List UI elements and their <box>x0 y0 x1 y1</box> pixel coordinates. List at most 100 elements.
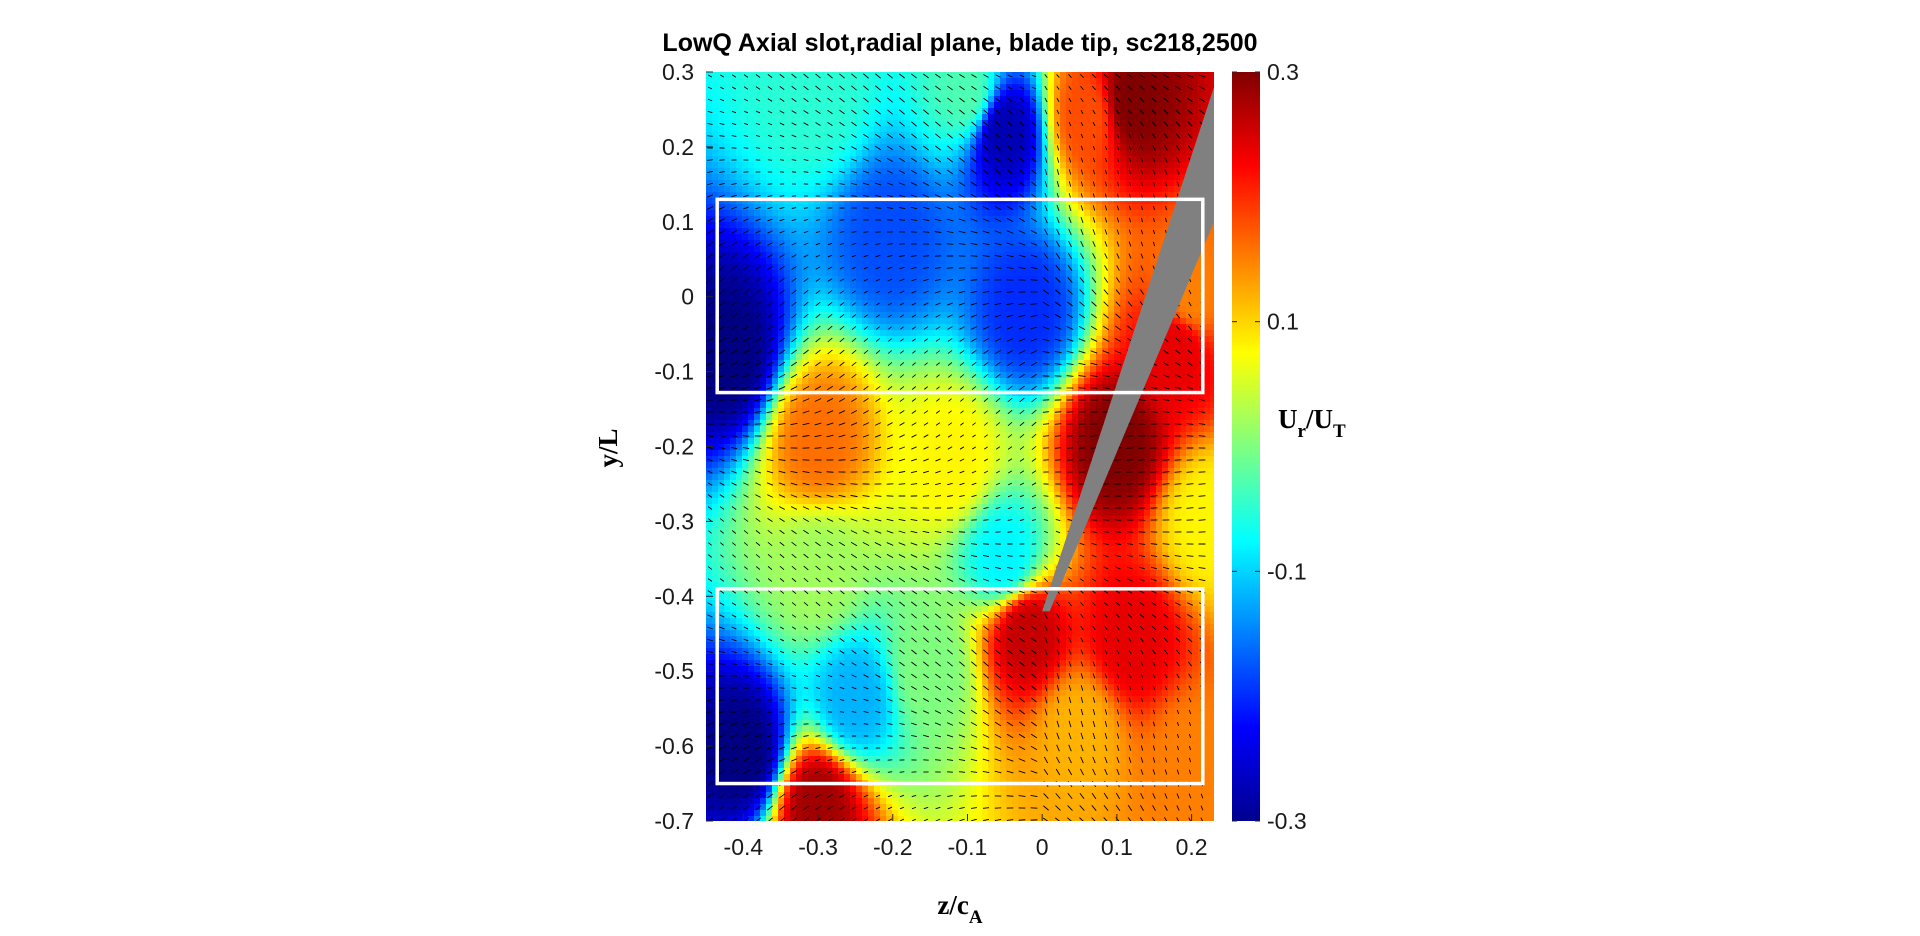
field-cell <box>826 90 833 97</box>
field-cell <box>952 258 959 265</box>
field-cell <box>808 168 815 175</box>
field-cell <box>1012 240 1019 247</box>
field-cell <box>1084 354 1091 361</box>
field-cell <box>1060 138 1067 145</box>
field-cell <box>880 222 887 229</box>
field-cell <box>778 168 785 175</box>
field-cell <box>922 234 929 241</box>
field-cell <box>1102 396 1109 403</box>
field-cell <box>1114 306 1121 313</box>
field-cell <box>736 162 743 169</box>
field-cell <box>1210 378 1214 385</box>
field-cell <box>1012 396 1019 403</box>
field-cell <box>1042 270 1049 277</box>
field-cell <box>1000 90 1007 97</box>
field-cell <box>736 318 743 325</box>
field-cell <box>1132 156 1139 163</box>
field-cell <box>790 204 797 211</box>
field-cell <box>736 420 743 427</box>
field-cell <box>802 294 809 301</box>
field-cell <box>1084 120 1091 127</box>
field-cell <box>1180 78 1187 85</box>
field-cell <box>1108 162 1115 169</box>
field-cell <box>718 354 725 361</box>
field-cell <box>1054 420 1061 427</box>
field-cell <box>1156 72 1163 79</box>
field-cell <box>784 120 791 127</box>
field-cell <box>922 324 929 331</box>
field-cell <box>790 198 797 205</box>
field-cell <box>1084 198 1091 205</box>
field-cell <box>790 192 797 199</box>
field-cell <box>1072 228 1079 235</box>
field-cell <box>982 300 989 307</box>
field-cell <box>820 402 827 409</box>
field-cell <box>1036 312 1043 319</box>
field-cell <box>946 384 953 391</box>
field-cell <box>1036 120 1043 127</box>
field-cell <box>730 174 737 181</box>
field-cell <box>718 264 725 271</box>
contour-field <box>706 72 1214 821</box>
field-cell <box>1102 246 1109 253</box>
field-cell <box>946 270 953 277</box>
field-cell <box>1030 342 1037 349</box>
field-cell <box>1168 72 1175 79</box>
field-cell <box>826 174 833 181</box>
field-cell <box>952 108 959 115</box>
field-cell <box>1156 396 1163 403</box>
field-cell <box>712 144 719 151</box>
field-cell <box>712 132 719 139</box>
field-cell <box>1060 336 1067 343</box>
field-cell <box>772 414 779 421</box>
field-cell <box>880 402 887 409</box>
field-cell <box>1162 384 1169 391</box>
field-cell <box>748 288 755 295</box>
field-cell <box>844 126 851 133</box>
field-cell <box>1084 150 1091 157</box>
field-cell <box>934 126 941 133</box>
field-cell <box>790 216 797 223</box>
field-cell <box>802 228 809 235</box>
field-cell <box>844 378 851 385</box>
field-cell <box>778 330 785 337</box>
field-cell <box>760 108 767 115</box>
field-cell <box>1120 102 1127 109</box>
field-cell <box>934 114 941 121</box>
field-cell <box>1114 192 1121 199</box>
field-cell <box>904 378 911 385</box>
field-cell <box>886 348 893 355</box>
field-cell <box>928 336 935 343</box>
field-cell <box>718 378 725 385</box>
field-cell <box>988 192 995 199</box>
field-cell <box>1192 90 1199 97</box>
field-cell <box>766 270 773 277</box>
field-cell <box>1054 258 1061 265</box>
field-cell <box>712 282 719 289</box>
field-cell <box>760 102 767 109</box>
field-cell <box>874 420 881 427</box>
field-cell <box>922 246 929 253</box>
field-cell <box>1186 414 1193 421</box>
field-cell <box>1156 354 1163 361</box>
field-cell <box>838 318 845 325</box>
field-cell <box>934 336 941 343</box>
field-cell <box>904 90 911 97</box>
field-cell <box>934 150 941 157</box>
field-cell <box>1006 222 1013 229</box>
field-cell <box>940 216 947 223</box>
field-cell <box>850 210 857 217</box>
field-cell <box>742 348 749 355</box>
field-cell <box>760 72 767 79</box>
field-cell <box>778 252 785 259</box>
field-cell <box>1000 258 1007 265</box>
field-cell <box>712 126 719 133</box>
field-cell <box>1156 162 1163 169</box>
field-cell <box>1168 324 1175 331</box>
field-cell <box>934 216 941 223</box>
field-cell <box>928 414 935 421</box>
field-cell <box>1192 270 1199 277</box>
field-cell <box>916 156 923 163</box>
field-cell <box>970 264 977 271</box>
field-cell <box>1198 102 1205 109</box>
